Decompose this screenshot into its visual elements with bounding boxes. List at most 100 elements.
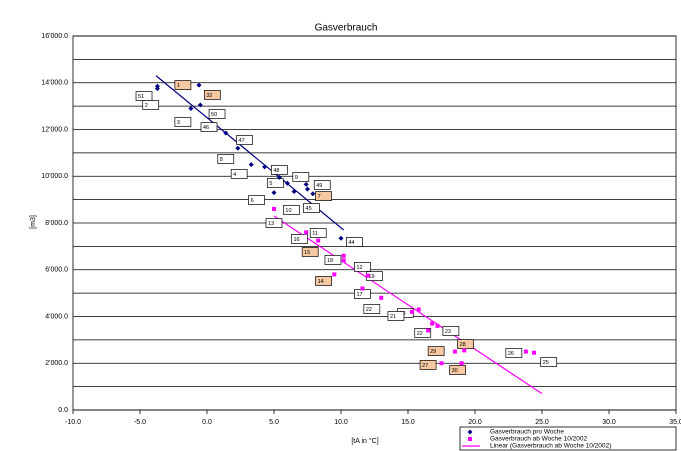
annotation-box: [142, 100, 160, 110]
point: [416, 307, 421, 312]
point: [304, 230, 309, 235]
annotation-box: [414, 328, 432, 338]
annotation-text: 9: [295, 175, 298, 181]
point: [430, 321, 435, 326]
point: [154, 86, 160, 92]
point: [439, 361, 444, 366]
annotation-box: [301, 247, 319, 257]
y-tick-label: 14'000.0: [41, 80, 68, 87]
trendline: [273, 215, 543, 395]
legend-label: Gasverbrauch pro Woche: [490, 429, 564, 436]
annotation-text: 26: [508, 351, 514, 357]
annotation-text: 18: [327, 258, 333, 264]
point: [284, 180, 290, 186]
legend-label: Linear (Gasverbrauch ab Woche 10/2002): [490, 443, 611, 450]
annotation-text: 14: [318, 279, 324, 285]
annotation-text: 32: [206, 93, 212, 99]
annotation-box: [174, 80, 192, 90]
chart-title: Gasverbrauch: [315, 23, 378, 34]
point: [452, 349, 457, 354]
annotation-box: [315, 276, 332, 286]
point: [316, 238, 321, 243]
x-tick-label: 5.0: [269, 419, 279, 426]
annotation-text: 7: [318, 194, 321, 200]
annotation-box: [324, 255, 342, 265]
point: [291, 188, 297, 194]
annotation-text: 1: [177, 83, 180, 89]
annotation-text: 4: [233, 172, 236, 178]
x-axis-label: [tA in °C]: [351, 437, 378, 445]
annotation-box: [387, 311, 405, 321]
annotation-text: 29: [430, 349, 436, 355]
annotation-text: 28: [460, 342, 466, 348]
annotation-box: [230, 169, 248, 179]
point: [272, 206, 276, 211]
annotation-box: [309, 228, 327, 238]
annotation-text: 17: [356, 292, 362, 298]
point: [310, 191, 316, 197]
point: [435, 323, 440, 328]
annotation-box: [505, 348, 523, 358]
legend-label: Gasverbrauch ab Woche 10/2002: [490, 436, 587, 443]
point: [197, 102, 203, 108]
x-tick-label: 15.0: [401, 419, 415, 426]
point: [426, 328, 431, 333]
legend-marker: [468, 437, 472, 441]
annotation-text: 47: [239, 138, 245, 144]
point: [338, 235, 344, 241]
x-tick-label: 10.0: [334, 419, 348, 426]
annotation-box: [265, 218, 283, 228]
point: [379, 295, 384, 300]
annotation-text: 46: [203, 125, 209, 131]
annotation-box: [204, 90, 221, 100]
annotation-box: [174, 117, 192, 127]
x-tick-label: 25.0: [535, 419, 549, 426]
annotation-text: 48: [273, 168, 279, 174]
point: [271, 190, 277, 196]
annotation-text: 19: [369, 274, 375, 280]
annotation-box: [217, 154, 235, 164]
annotation-text: 3: [177, 120, 180, 126]
annotation-text: 27: [422, 363, 428, 369]
point: [523, 349, 528, 354]
annotation-box: [266, 178, 284, 188]
x-tick-label: 0.0: [202, 419, 212, 426]
point: [303, 181, 309, 187]
point: [462, 348, 467, 353]
annotation-text: 22: [366, 307, 372, 313]
y-tick-label: 16'000.0: [41, 33, 68, 40]
annotation-box: [292, 172, 310, 182]
annotation-box: [271, 165, 288, 175]
annotation-box: [419, 360, 437, 370]
annotation-text: 23: [445, 329, 451, 335]
point: [365, 273, 370, 278]
y-tick-label: 10'000.0: [41, 173, 68, 180]
x-tick-label: -5.0: [134, 419, 146, 426]
point: [360, 286, 365, 291]
annotation-box: [248, 195, 265, 205]
annotation-text: 5: [269, 181, 272, 187]
annotation-text: 25: [543, 360, 549, 366]
x-tick-label: 20.0: [468, 419, 482, 426]
y-tick-label: 0.0: [58, 407, 68, 414]
annotation-text: 12: [356, 265, 362, 271]
annotation-text: 10: [285, 208, 291, 214]
point: [196, 82, 202, 88]
legend-box: [459, 426, 677, 451]
annotation-text: 8: [220, 157, 223, 163]
annotation-box: [540, 357, 558, 367]
point: [410, 309, 415, 314]
annotation-text: 13: [268, 221, 274, 227]
annotation-text: 44: [348, 240, 354, 246]
point: [188, 105, 194, 111]
point: [341, 253, 346, 258]
y-tick-label: 12'000.0: [41, 126, 68, 133]
annotation-box: [291, 234, 308, 244]
annotation-box: [346, 237, 363, 247]
y-tick-label: 2'000.0: [45, 360, 68, 367]
annotation-text: 30: [452, 368, 458, 374]
y-tick-label: 4'000.0: [45, 313, 68, 320]
annotation-box: [283, 205, 300, 215]
annotation-box: [303, 203, 320, 213]
